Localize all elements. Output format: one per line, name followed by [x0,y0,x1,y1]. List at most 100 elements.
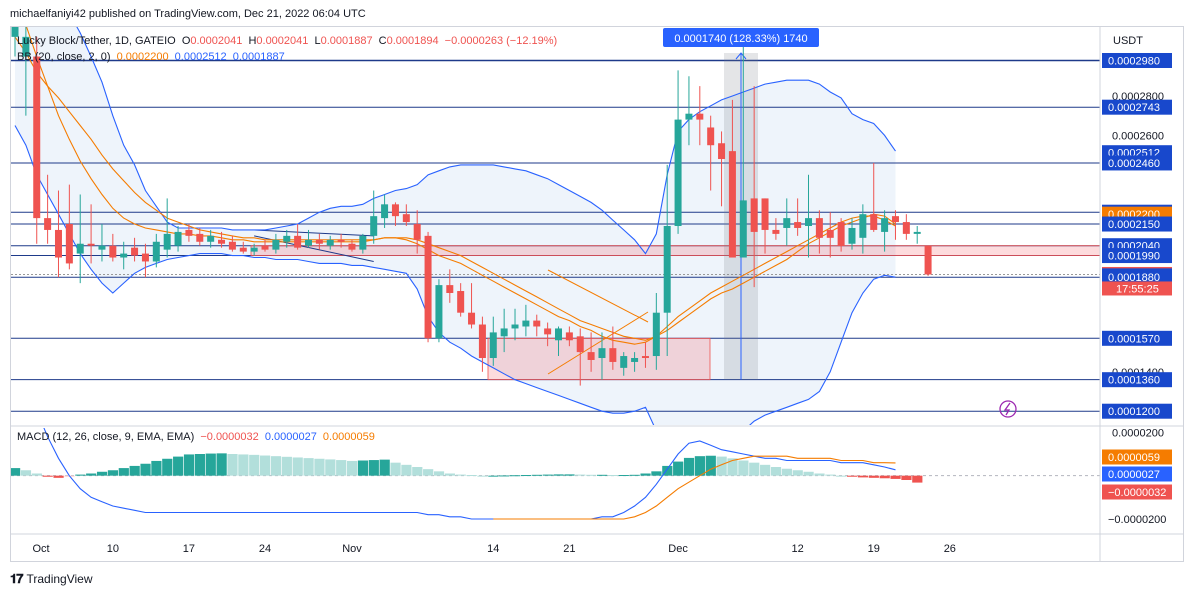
candle-body [924,245,932,275]
macd-histogram-bar [477,475,488,477]
open-label: O [181,35,191,47]
bb-lower-line [14,125,896,425]
macd-histogram-bar [249,454,260,476]
macd-histogram-bar [716,456,727,476]
candle-body [33,56,41,219]
candle-body [141,253,149,262]
time-axis-tick: 12 [792,543,804,555]
candle-body [446,285,454,293]
support-zone [487,337,711,381]
measure-arrow-head [735,52,747,60]
macd-histogram-bar [749,462,760,476]
candle-body [337,239,345,242]
macd-histogram-bar [303,458,314,476]
candle-body [65,224,73,264]
macd-histogram-bar [857,475,869,478]
macd-histogram-bar [531,474,542,476]
price-label-bg [1102,248,1172,264]
candle-body [794,222,802,228]
candle-body [500,328,508,337]
macd-histogram-bar [357,460,369,476]
macd-histogram-bar [173,456,184,476]
candle-body [76,243,84,254]
candle-body [848,227,856,244]
macd-histogram-bar [227,454,238,476]
macd-histogram-bar [868,475,879,478]
price-label: 0.0002150 [1108,219,1160,231]
macd-histogram-bar [879,475,890,479]
candle-body [468,312,476,325]
footer-brand-text: TradingView [26,572,93,586]
macd-histogram-bar [162,458,173,476]
price-label: 0.0002980 [1108,55,1160,67]
macd-histogram-bar [292,457,303,476]
macd-histogram-bar [455,474,466,476]
candle-body [131,247,139,256]
price-label: 0.0001360 [1108,375,1160,387]
macd-signal-value: 0.0000059 [322,431,375,443]
lightning-bolt [1003,402,1011,416]
macd-value-label: −0.0000032 [1108,487,1166,499]
candle-body [576,336,584,353]
macd-value-label-bg [1102,466,1172,482]
candle-body [837,222,845,246]
candle-body [631,358,639,362]
candle-body [652,312,660,357]
candle-body [304,239,312,246]
candle-body [261,245,269,250]
price-label-bg [1102,216,1172,232]
candle-body [283,235,291,242]
bb-mid-value: 0.0002200 [116,51,169,63]
bb-legend: BB (20, close, 2, 0) 0.0002200 0.0002512… [17,51,288,63]
candle-body [533,320,541,327]
candle-body [859,214,867,238]
macd-histogram-bar [586,474,597,476]
macd-histogram-bar [390,462,401,476]
triangle-line [547,311,649,375]
macd-histogram-bar [368,460,379,476]
macd-histogram-bar [564,474,575,476]
candle-body [109,245,117,258]
macd-histogram-bar [31,473,42,476]
macd-histogram-bar [129,465,140,476]
macd-histogram-bar [183,454,195,476]
macd-histogram-bar [814,473,825,476]
bb-band-fill [15,27,896,425]
macd-axis-tick: −0.0000200 [1108,514,1166,526]
candle-body [294,235,302,248]
candle-body [391,204,399,217]
high-label: H [248,35,257,47]
macd-line [43,428,896,520]
macd-histogram-bar [607,475,619,477]
candle-body [424,235,432,339]
macd-value-label: 0.0000027 [1108,469,1160,481]
macd-legend: MACD (12, 26, close, 9, EMA, EMA) −0.000… [17,431,378,443]
time-axis-tick: 14 [487,543,499,555]
price-label-bg [1102,155,1172,171]
candle-body [902,222,910,234]
macd-value-label-bg [1102,449,1172,465]
macd-histogram-bar [846,475,858,477]
macd-hist-value: −0.0000032 [200,431,259,443]
triangle-line [547,269,649,323]
candle-body [881,218,889,232]
measure-label-bg [663,28,819,47]
macd-histogram-bar [575,474,586,476]
candle-body [609,348,617,362]
candle-body [707,127,715,146]
candle-body [185,229,193,236]
macd-histogram-bar [488,475,499,477]
price-label-bg [1102,99,1172,115]
price-label: 0.0001570 [1108,333,1160,345]
candle-body [272,239,280,250]
macd-histogram-bar [336,460,347,476]
macd-histogram-bar [270,456,282,476]
macd-histogram-bar [401,464,412,476]
candle-body [22,36,30,57]
macd-histogram-bar [499,475,510,477]
candle-body [174,231,182,246]
macd-histogram-bar [651,471,662,476]
macd-histogram-bar [75,474,86,476]
candle-body [196,233,204,242]
